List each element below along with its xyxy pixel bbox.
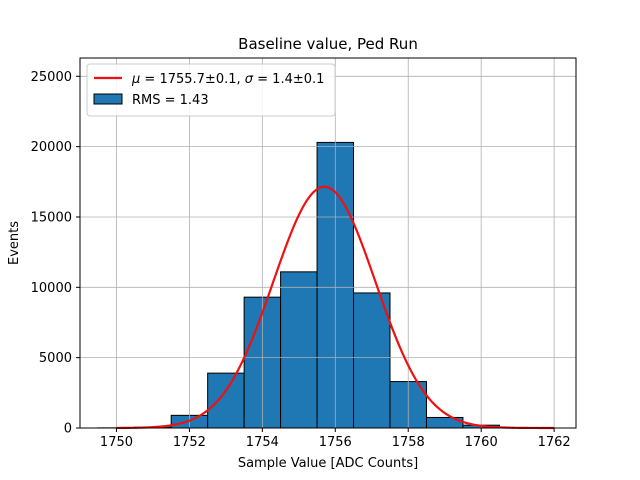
legend-box bbox=[86, 63, 336, 117]
x-axis-label: Sample Value [ADC Counts] bbox=[238, 456, 418, 471]
legend-fit-label: μ = 1755.7±0.1, σ = 1.4±0.1 bbox=[131, 72, 324, 87]
legend: μ = 1755.7±0.1, σ = 1.4±0.1 RMS = 1.43 bbox=[86, 63, 336, 117]
x-axis-ticks: 1750 1752 1754 1756 1758 1760 1762 bbox=[100, 428, 571, 450]
x-tick-label: 1750 bbox=[100, 435, 133, 450]
y-axis-ticks: 0 5000 10000 15000 20000 25000 bbox=[31, 70, 80, 437]
x-tick-label: 1762 bbox=[538, 435, 571, 450]
y-tick-label: 10000 bbox=[31, 281, 72, 296]
y-tick-label: 0 bbox=[64, 422, 72, 437]
y-axis-label: Events bbox=[7, 221, 22, 265]
x-tick-label: 1758 bbox=[392, 435, 425, 450]
y-tick-label: 5000 bbox=[39, 351, 72, 366]
histogram-bar bbox=[353, 292, 391, 429]
plot-frame bbox=[79, 57, 577, 429]
histogram-bar bbox=[207, 372, 245, 429]
gaussian-fit-curve bbox=[116, 185, 555, 430]
histogram-bars bbox=[97, 141, 500, 429]
legend-histogram-swatch bbox=[93, 93, 123, 105]
legend-histogram-label: RMS = 1.43 bbox=[132, 93, 209, 108]
x-tick-label: 1756 bbox=[319, 435, 352, 450]
y-tick-label: 25000 bbox=[31, 70, 72, 85]
y-tick-label: 15000 bbox=[31, 210, 72, 225]
x-tick-label: 1760 bbox=[465, 435, 498, 450]
x-tick-label: 1754 bbox=[246, 435, 279, 450]
x-tick-label: 1752 bbox=[173, 435, 206, 450]
chart-title: Baseline value, Ped Run bbox=[238, 35, 418, 53]
y-tick-label: 20000 bbox=[31, 140, 72, 155]
histogram-bar bbox=[280, 271, 318, 429]
